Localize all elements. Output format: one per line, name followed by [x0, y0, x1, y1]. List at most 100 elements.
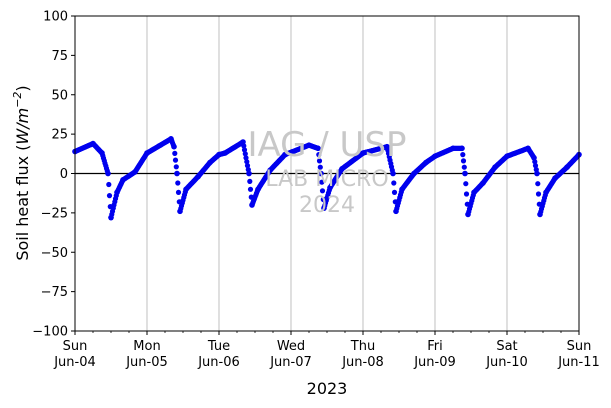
series-trace-dot — [172, 157, 179, 163]
x-tick-day: Wed — [277, 339, 305, 354]
data-point — [174, 170, 180, 177]
data-point — [462, 170, 468, 177]
x-tick-date: Jun-09 — [413, 355, 456, 370]
data-point — [171, 143, 177, 150]
series-trace-dot — [247, 178, 253, 184]
series-trace-dot — [532, 163, 539, 169]
series-trace-dot — [247, 186, 254, 192]
data-point — [525, 145, 531, 152]
data-point — [492, 164, 498, 170]
series-trace-dot — [175, 180, 181, 186]
x-tick-day: Mon — [133, 339, 160, 354]
y-axis-title-suffix: ) — [13, 85, 32, 91]
series-trace-dot — [461, 164, 467, 170]
data-point — [114, 189, 120, 196]
data-point — [144, 150, 150, 156]
data-point — [564, 164, 570, 170]
x-tick-date: Jun-06 — [197, 355, 240, 370]
data-point — [249, 202, 255, 208]
watermark-line-3: 2024 — [299, 193, 355, 218]
data-point — [537, 211, 543, 218]
series-trace-dot — [535, 191, 542, 197]
series-trace-dot — [319, 188, 326, 194]
data-point — [90, 140, 96, 147]
series-trace-dot — [106, 181, 112, 188]
data-point — [108, 214, 114, 221]
data-point — [384, 143, 390, 150]
x-tick-date: Jun-10 — [485, 355, 528, 370]
y-tick-label: −100 — [32, 325, 68, 340]
data-point — [432, 153, 438, 159]
x-tick-date: Jun-11 — [557, 355, 600, 370]
data-point — [168, 136, 174, 142]
data-point — [360, 150, 366, 156]
x-tick-day: Sat — [496, 339, 517, 354]
series-trace-dot — [241, 147, 248, 153]
data-point — [543, 189, 549, 196]
series-trace-dot — [391, 189, 398, 195]
x-tick-date: Jun-07 — [269, 355, 312, 370]
data-point — [255, 186, 261, 193]
x-axis: SunJun-04MonJun-05TueJun-06WedJun-07ThuJ… — [53, 331, 600, 370]
y-axis-title: Soil heat flux (W/m−2) — [11, 85, 32, 260]
data-point — [105, 170, 111, 177]
data-point — [246, 170, 252, 177]
x-tick-date: Jun-08 — [341, 355, 384, 370]
x-tick-date: Jun-05 — [125, 355, 168, 370]
series-trace-dot — [172, 150, 178, 156]
y-tick-label: −75 — [41, 285, 68, 300]
series-trace-dot — [317, 164, 323, 170]
x-tick-day: Sun — [63, 339, 88, 354]
watermark-line-1: IAG / USP — [247, 125, 406, 165]
x-tick-day: Sun — [567, 339, 592, 354]
x-tick-day: Thu — [350, 339, 375, 354]
data-point — [450, 145, 456, 152]
data-point — [339, 166, 345, 172]
series-trace-dot — [316, 158, 323, 164]
data-point — [222, 150, 228, 156]
series-trace-dot — [243, 155, 249, 161]
data-point — [465, 211, 471, 218]
series-trace-dot — [463, 191, 470, 197]
y-tick-label: −50 — [41, 246, 68, 261]
y-tick-label: 50 — [51, 88, 68, 103]
series-trace-dot — [316, 152, 322, 158]
data-point — [480, 180, 486, 186]
data-point — [534, 170, 540, 177]
y-tick-label: 75 — [51, 49, 68, 64]
series-trace-dot — [106, 193, 113, 199]
series-trace-dot — [460, 158, 467, 164]
data-point — [399, 186, 405, 193]
data-point — [471, 189, 477, 196]
data-point — [321, 205, 327, 211]
watermark-line-2: LAB MICRO — [265, 167, 388, 192]
x-axis-title: 2023 — [307, 379, 348, 398]
y-axis-title-prefix: Soil heat flux ( — [13, 145, 32, 261]
y-tick-label: 100 — [43, 10, 68, 25]
x-tick-date: Jun-04 — [53, 355, 96, 370]
data-point — [207, 159, 213, 166]
data-point — [240, 139, 246, 145]
data-point — [423, 159, 429, 166]
x-tick-day: Tue — [207, 339, 230, 354]
watermark: IAG / USP LAB MICRO 2024 — [247, 125, 406, 218]
data-point — [132, 169, 138, 175]
data-point — [216, 151, 222, 158]
series-trace-dot — [535, 181, 541, 187]
data-point — [459, 145, 465, 152]
series-trace-dot — [391, 180, 397, 186]
series-trace-dot — [175, 189, 182, 195]
data-point — [315, 145, 321, 152]
data-point — [120, 177, 126, 183]
y-axis: −100 −75 −50 −25 0 25 50 75 100 — [32, 10, 75, 340]
x-tick-day: Fri — [427, 339, 443, 354]
data-point — [177, 208, 183, 215]
series-trace-dot — [244, 159, 250, 165]
y-axis-title-exponent: −2 — [11, 92, 24, 108]
data-point — [99, 150, 105, 156]
y-tick-label: −25 — [41, 206, 68, 221]
data-point — [531, 155, 537, 161]
series-trace-dot — [242, 151, 248, 157]
data-point — [411, 170, 417, 177]
